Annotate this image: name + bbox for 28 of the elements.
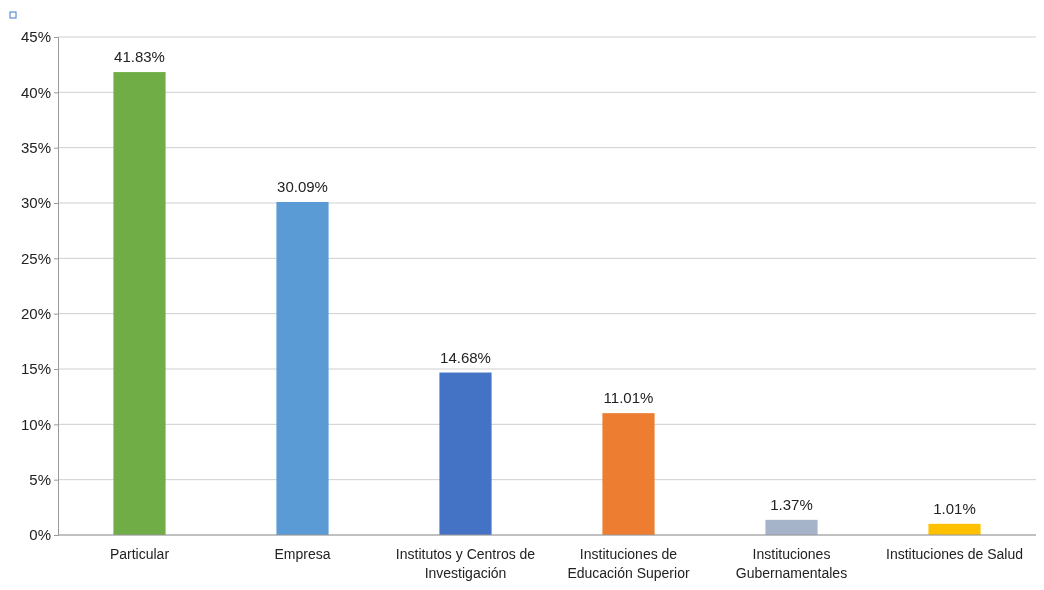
data-label: 1.37% [770, 495, 813, 513]
data-label: 14.68% [440, 348, 491, 366]
x-tick-label: Instituciones de Educación Superior [567, 546, 690, 581]
bar [765, 519, 818, 535]
x-tick-label: Instituciones de Salud [886, 546, 1023, 562]
y-tick-label: 30% [20, 194, 51, 212]
y-tick-label: 40% [20, 83, 51, 101]
x-tick-label: Institutos y Centros de Investigación [395, 546, 536, 581]
y-tick-label: 25% [20, 249, 51, 267]
data-label: 30.09% [277, 178, 328, 195]
data-label: 11.01% [603, 389, 654, 407]
y-tick-label: 10% [20, 415, 51, 433]
y-tick-label: 20% [20, 304, 51, 322]
bar [113, 72, 166, 535]
bar [928, 523, 981, 535]
y-tick-label: 35% [20, 138, 51, 156]
x-tick-label: Particular [109, 546, 170, 562]
y-tick-label: 0% [29, 526, 51, 544]
y-tick-label: 15% [20, 360, 51, 378]
data-label: 1.01% [933, 499, 976, 517]
y-tick-label: 5% [29, 470, 51, 488]
x-tick-label: Instituciones Gubernamentales [735, 546, 848, 581]
bar [439, 372, 492, 535]
bar [276, 202, 329, 535]
data-label: 41.83% [114, 48, 165, 66]
x-tick-label: Empresa [274, 546, 331, 562]
bar [602, 413, 655, 535]
y-tick-label: 45% [20, 28, 51, 46]
